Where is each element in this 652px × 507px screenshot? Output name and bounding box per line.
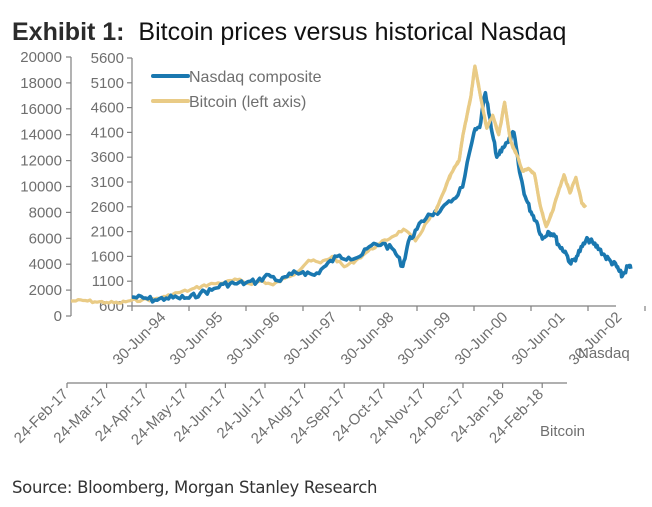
x-nasdaq-tick-label: 30-Jun-01: [509, 309, 569, 369]
exhibit-label: Exhibit 1:: [12, 18, 125, 46]
y-inner-tick-label: 3600: [91, 149, 124, 166]
y-inner-tick-label: 4100: [91, 124, 124, 141]
x-bitcoin-axis-label: Bitcoin: [540, 423, 585, 440]
legend: Nasdaq composite Bitcoin (left axis): [151, 69, 322, 111]
y-inner-tick-label: 2100: [91, 224, 124, 241]
y-inner-tick-label: 1600: [91, 248, 124, 265]
y-left-tick-label: 2000: [29, 282, 62, 299]
y-inner-tick-label: 1100: [92, 273, 124, 290]
x-nasdaq-tick-label: 30-Jun-95: [167, 309, 227, 369]
x-nasdaq-tick-label: 30-Jun-96: [224, 309, 284, 369]
y-left-tick-label: 10000: [20, 179, 62, 196]
y-left-tick-label: 14000: [20, 127, 62, 144]
legend-label: Bitcoin (left axis): [189, 94, 306, 111]
nasdaq-line: [131, 90, 633, 304]
legend-label: Nasdaq composite: [189, 69, 322, 86]
y-left-tick-label: 18000: [20, 75, 62, 92]
y-left-tick-label: 4000: [29, 256, 62, 273]
y-left-tick-label: 16000: [20, 101, 62, 118]
x-nasdaq-tick-label: 30-Jun-98: [338, 309, 398, 369]
y-left-tick-label: 6000: [29, 230, 62, 247]
source-note: Source: Bloomberg, Morgan Stanley Resear…: [12, 478, 378, 497]
y-inner-tick-label: 3100: [91, 174, 124, 191]
bitcoin-line: [70, 64, 587, 305]
chart-title: Exhibit 1: Bitcoin prices versus histori…: [12, 18, 566, 47]
y-left-tick-label: 8000: [29, 204, 62, 221]
chart-title-text: Bitcoin prices versus historical Nasdaq: [138, 18, 567, 46]
x-nasdaq-axis-label: Nasdaq: [578, 345, 630, 362]
x-nasdaq-tick-label: 30-Jun-94: [110, 309, 170, 369]
axes: 0 2000 4000 6000 8000 10000 12000 14000 16000 180…: [11, 49, 646, 449]
bitcoin-line-overlay: [433, 64, 588, 229]
x-nasdaq-tick-label: 30-Jun-99: [395, 309, 455, 369]
y-inner-tick-label: 5600: [91, 50, 124, 67]
plot-lines: [70, 64, 633, 305]
x-nasdaq-tick-label: 30-Jun-00: [452, 309, 512, 369]
y-left-tick-label: 12000: [20, 153, 62, 170]
y-inner-tick-label: 2600: [91, 199, 124, 216]
y-left-tick-label: 0: [54, 308, 62, 325]
y-inner-tick-label: 4600: [91, 100, 124, 117]
y-inner-tick-label: 5100: [91, 75, 124, 92]
y-left-tick-label: 20000: [20, 49, 62, 66]
x-nasdaq-tick-label: 30-Jun-97: [281, 309, 341, 369]
